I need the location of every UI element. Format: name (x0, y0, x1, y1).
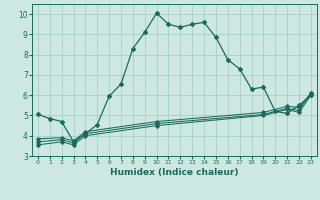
X-axis label: Humidex (Indice chaleur): Humidex (Indice chaleur) (110, 168, 239, 177)
